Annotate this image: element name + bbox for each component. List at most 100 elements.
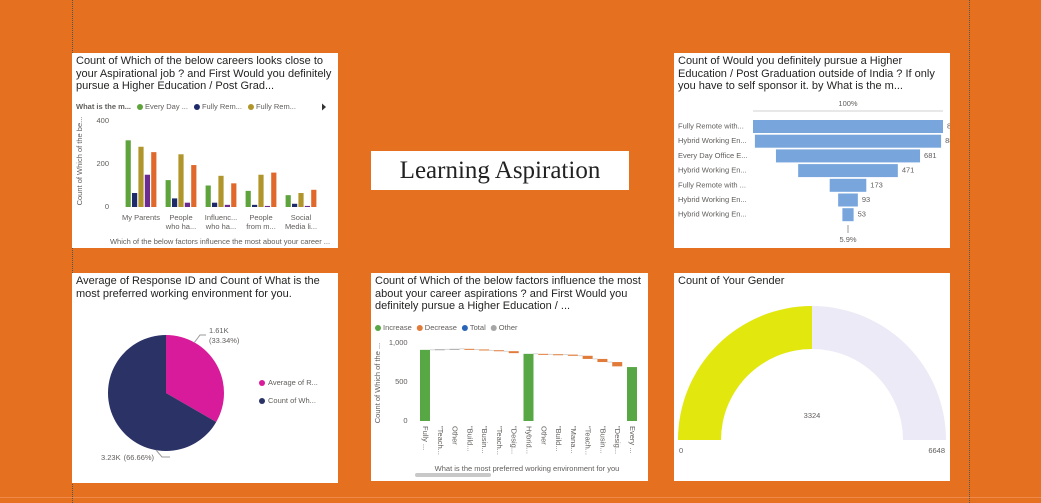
chart-title: Average of Response ID and Count of What… — [76, 275, 320, 300]
x-tick-label: Every ... — [628, 426, 637, 454]
funnel-bar — [842, 208, 854, 222]
bar — [138, 146, 144, 207]
bar — [224, 204, 230, 207]
legend-marker — [416, 325, 423, 331]
bar — [298, 193, 304, 207]
bar — [212, 202, 218, 207]
x-tick-label: "Teach... — [436, 426, 445, 455]
value-label: 898 — [947, 121, 950, 130]
bar — [252, 204, 258, 207]
value-label: 53 — [858, 210, 866, 219]
bar — [184, 202, 190, 207]
value-label: 1.61K — [209, 326, 229, 335]
category-label: Every Day Office E... — [678, 151, 747, 160]
legend-marker — [490, 325, 497, 331]
bar — [205, 185, 211, 207]
y-axis-title: Count of Which of the ... — [373, 343, 382, 423]
legend-marker — [461, 325, 468, 331]
bar — [125, 140, 131, 207]
funnel-bar — [775, 149, 921, 163]
waterfall-bar — [434, 349, 445, 351]
x-tick-label: "Desig... — [613, 426, 622, 454]
bar — [231, 183, 237, 207]
chart-title: Count of Would you definitely pursue a H… — [678, 55, 935, 92]
waterfall-bar — [493, 350, 504, 352]
guide-line — [969, 0, 970, 503]
value-label: 681 — [924, 151, 937, 160]
pie-slice — [108, 335, 217, 451]
bar — [285, 195, 291, 207]
legend-next[interactable] — [322, 103, 326, 111]
category-label: Hybrid Working En... — [678, 195, 747, 204]
x-tick-label: "Mana... — [569, 426, 578, 454]
x-tick-label: "Busin... — [480, 426, 489, 454]
legend-label: Every Day ... — [145, 102, 188, 111]
funnel-bar — [753, 120, 943, 133]
legend-marker — [259, 398, 265, 404]
legend-label: Increase — [383, 323, 412, 332]
x-tick-label: "Build... — [554, 426, 563, 452]
category-label: Fully Remote with... — [678, 121, 744, 130]
bar-card[interactable]: Count of Which of the below careers look… — [72, 53, 338, 248]
waterfall-bar — [419, 349, 430, 421]
bar — [264, 205, 270, 207]
waterfall-bar — [612, 362, 623, 367]
x-tick-label: "Teach... — [584, 426, 593, 455]
x-tick-label: People who ha... — [165, 213, 197, 231]
last-percent: 5.9% — [839, 235, 856, 244]
bar — [165, 180, 171, 207]
pie-card[interactable]: Average of Response ID and Count of What… — [72, 273, 338, 483]
waterfall-card[interactable]: Count of Which of the below factors infl… — [371, 273, 648, 481]
bar — [304, 205, 310, 207]
bar — [311, 189, 317, 207]
leader-line — [193, 334, 206, 344]
y-tick-label: 200 — [96, 159, 109, 168]
gauge-card[interactable]: Count of Your Gender 3324 0 6648 — [674, 273, 950, 481]
x-tick-label: "Teach... — [495, 426, 504, 455]
bar — [218, 175, 224, 207]
legend-label: Fully Rem... — [202, 102, 242, 111]
x-tick-label: Hybrid... — [525, 426, 534, 454]
chart-title: Count of Which of the below careers look… — [76, 55, 332, 92]
scrollbar — [415, 473, 491, 477]
value-label: 3.23K — [101, 453, 121, 462]
legend-marker — [259, 380, 265, 386]
title-card[interactable]: Learning Aspiration — [371, 151, 629, 190]
value-label: 880 — [945, 136, 950, 145]
legend-label: Count of Wh... — [268, 396, 316, 405]
y-tick-label: 0 — [105, 202, 109, 211]
waterfall-bar — [627, 367, 638, 421]
gauge-value-label: 3324 — [804, 411, 821, 420]
first-percent: 100% — [838, 99, 858, 108]
y-tick-label: 500 — [395, 377, 408, 386]
waterfall-bar — [464, 348, 475, 350]
funnel-bar — [838, 193, 858, 207]
x-axis-title: What is the most preferred working envir… — [435, 464, 620, 473]
percent-label: (66.66%) — [124, 453, 155, 462]
legend-label: Fully Rem... — [256, 102, 296, 111]
bar — [172, 198, 178, 207]
legend-marker — [375, 325, 381, 331]
guide-line — [72, 0, 73, 503]
funnel-card[interactable]: Count of Would you definitely pursue a H… — [674, 53, 950, 248]
x-axis-title: Which of the below factors influence the… — [110, 237, 330, 246]
page-title: Learning Aspiration — [399, 156, 601, 184]
chart: 3324 0 6648 — [678, 306, 946, 455]
chart-title: Count of Which of the below factors infl… — [375, 275, 641, 312]
x-tick-label: Social Media li... — [284, 213, 318, 231]
x-tick-label: Other — [451, 426, 460, 445]
pie-slice — [166, 335, 224, 423]
chart: 0 200 400 Count of Which of the be... Which … — [75, 102, 330, 246]
legend-label: Average of R... — [268, 378, 318, 387]
bar — [245, 190, 251, 207]
y-tick-label: 400 — [96, 116, 109, 125]
legend-label: Decrease — [425, 323, 457, 332]
x-tick-label: Other — [539, 426, 548, 445]
bar — [151, 152, 157, 207]
x-tick-label: Influenc... who ha... — [204, 213, 238, 231]
funnel-bar — [798, 164, 898, 178]
category-label: Fully Remote with ... — [678, 180, 746, 189]
legend-label: Other — [499, 323, 518, 332]
funnel-bar — [754, 134, 942, 148]
x-tick-label: "Build... — [465, 426, 474, 452]
